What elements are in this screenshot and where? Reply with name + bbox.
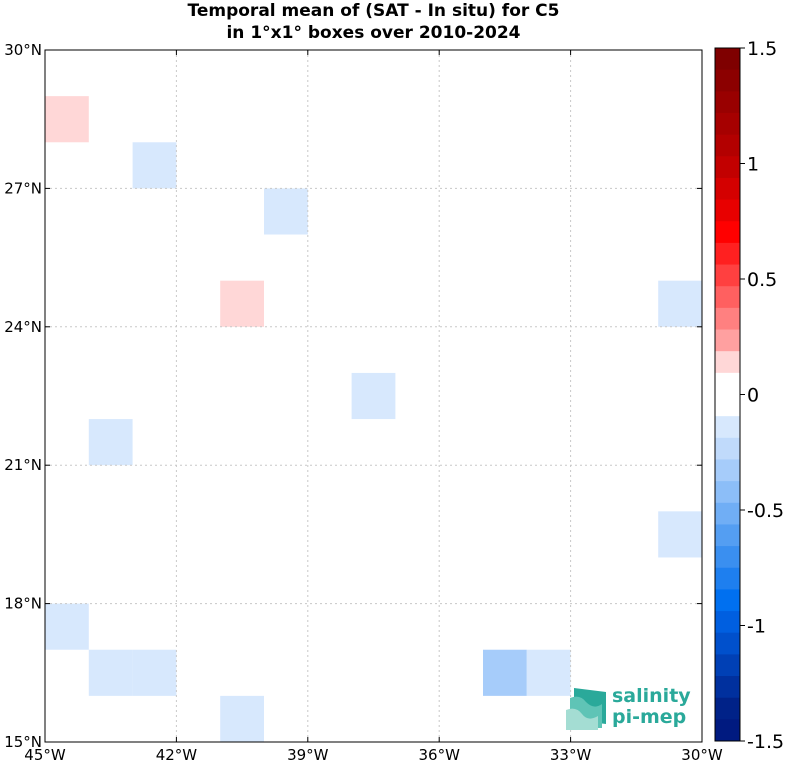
salinity-pi-mep-logo: salinity pi-mep xyxy=(566,684,696,732)
colorbar-segment xyxy=(715,416,740,439)
colorbar-segment xyxy=(715,589,740,612)
y-tick-label: 15°N xyxy=(4,733,42,751)
logo-wave-icon xyxy=(566,688,606,730)
colorbar-segment xyxy=(715,719,740,742)
x-tick-label: 33°W xyxy=(550,746,592,763)
colorbar-segment xyxy=(715,546,740,569)
data-cell xyxy=(132,649,177,696)
colorbar-segment xyxy=(715,286,740,309)
data-cell xyxy=(220,280,264,327)
colorbar-tick-label: 0 xyxy=(747,385,759,407)
colorbar: 1.5 1 0.5 0 -0.5 -1 -1.5 xyxy=(714,38,784,753)
colorbar-segment xyxy=(715,48,740,71)
grid-layer xyxy=(45,50,702,742)
colorbar-segment xyxy=(715,481,740,504)
colorbar-tick-label: 1.5 xyxy=(747,38,777,60)
colorbar-tick-label: 0.5 xyxy=(747,269,777,291)
colorbar-segment xyxy=(715,459,740,482)
map-title: Temporal mean of (SAT - In situ) for C5 … xyxy=(45,0,702,44)
axis-tick-layer: 45°W 42°W 39°W 36°W 33°W 30°W 15°N 18°N 21°N 24°N… xyxy=(4,41,723,763)
colorbar-segment xyxy=(715,632,740,655)
logo-text-pi-mep: pi-mep xyxy=(612,706,687,728)
colorbar-tick-label: -1 xyxy=(747,616,766,638)
data-cell xyxy=(526,649,571,696)
colorbar-segment xyxy=(715,242,740,266)
colorbar-tick-label: -0.5 xyxy=(747,500,784,522)
data-cell xyxy=(220,695,264,742)
colorbar-segment xyxy=(715,264,740,287)
x-tick-label: 42°W xyxy=(156,746,198,763)
y-tick-label: 21°N xyxy=(4,456,42,474)
data-cell xyxy=(483,649,527,696)
map-frame xyxy=(44,49,703,743)
y-tick-label: 30°N xyxy=(4,41,42,59)
colorbar-segment xyxy=(715,697,740,720)
map-title-line1: Temporal mean of (SAT - In situ) for C5 xyxy=(187,1,560,21)
colorbar-segment xyxy=(715,676,740,699)
x-tick-label: 36°W xyxy=(418,746,460,763)
data-cell xyxy=(658,280,702,327)
colorbar-tick-label: -1.5 xyxy=(747,731,784,753)
colorbar-segment xyxy=(715,221,740,244)
colorbar-segment xyxy=(715,394,740,417)
colorbar-segment xyxy=(715,112,740,136)
colorbar-segment xyxy=(715,611,740,634)
colorbar-segment xyxy=(715,654,740,677)
x-tick-label: 45°W xyxy=(24,746,66,763)
data-cell xyxy=(88,649,133,696)
colorbar-segment xyxy=(715,351,740,374)
colorbar-segment xyxy=(715,156,740,179)
data-cell xyxy=(264,188,308,235)
cell-layer xyxy=(45,96,702,742)
colorbar-tick-label: 1 xyxy=(747,154,759,176)
data-cell xyxy=(351,372,396,420)
map-title-line2: in 1°x1° boxes over 2010-2024 xyxy=(226,23,521,43)
y-tick-label: 24°N xyxy=(4,318,42,336)
data-cell xyxy=(45,96,89,143)
colorbar-segment xyxy=(715,199,740,222)
y-tick-label: 18°N xyxy=(4,595,42,613)
x-tick-label: 30°W xyxy=(681,746,723,763)
colorbar-segment xyxy=(715,567,740,590)
data-cell xyxy=(45,603,89,650)
colorbar-segment xyxy=(715,502,740,525)
colorbar-segment xyxy=(715,329,740,352)
colorbar-segment xyxy=(715,524,740,547)
y-tick-label: 27°N xyxy=(4,179,42,197)
colorbar-segment xyxy=(715,91,740,114)
data-cell xyxy=(132,142,177,189)
colorbar-segment xyxy=(715,134,740,157)
colorbar-segment xyxy=(715,307,740,331)
colorbar-segment xyxy=(715,69,740,92)
x-tick-label: 39°W xyxy=(287,746,329,763)
colorbar-segment xyxy=(715,372,740,395)
data-cell xyxy=(658,511,702,558)
data-cell xyxy=(88,419,133,466)
colorbar-segment xyxy=(715,177,740,201)
logo-text-salinity: salinity xyxy=(612,685,691,707)
colorbar-segment xyxy=(715,437,740,460)
